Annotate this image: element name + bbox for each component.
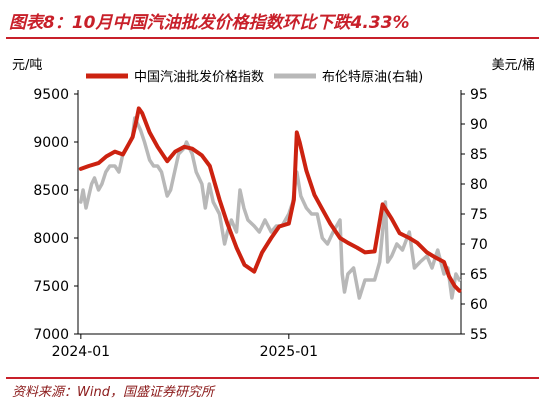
right-tick-label: 85 xyxy=(470,147,488,163)
right-tick-label: 90 xyxy=(470,117,488,133)
right-tick-label: 70 xyxy=(470,237,488,253)
left-tick-label: 8500 xyxy=(33,183,69,199)
title-rule xyxy=(6,37,539,39)
left-axis-unit: 元/吨 xyxy=(12,58,42,73)
source-note: 资料来源：Wind，国盛证券研究所 xyxy=(12,381,214,400)
series-line-china-gasoline xyxy=(78,106,462,293)
left-tick-label: 7000 xyxy=(33,327,69,343)
left-tick-label: 9500 xyxy=(33,87,69,103)
left-tick-label: 9000 xyxy=(33,135,69,151)
right-tick-label: 60 xyxy=(470,297,488,313)
x-tick-label: 2024-01 xyxy=(52,344,111,360)
right-tick-label: 95 xyxy=(470,87,488,103)
right-axis-unit: 美元/桶 xyxy=(492,58,535,73)
series-line-brent xyxy=(79,116,462,300)
legend-label: 布伦特原油(右轴) xyxy=(322,70,423,85)
right-tick-label: 75 xyxy=(470,207,488,223)
source-rule xyxy=(6,377,539,379)
source-text: Wind，国盛证券研究所 xyxy=(77,385,214,400)
figure-title-text: 10月中国汽油批发价格指数环比下跌4.33% xyxy=(71,13,410,33)
figure-title: 图表8：10月中国汽油批发价格指数环比下跌4.33% xyxy=(9,8,409,33)
legend-label: 中国汽油批发价格指数 xyxy=(134,69,264,85)
right-tick-label: 65 xyxy=(470,267,488,283)
left-tick-label: 7500 xyxy=(33,279,69,295)
source-label: 资料来源： xyxy=(12,385,78,400)
left-tick-label: 8000 xyxy=(33,231,69,247)
figure-label: 图表8： xyxy=(9,13,72,33)
x-tick-label: 2025-01 xyxy=(260,344,319,360)
right-tick-label: 55 xyxy=(470,327,488,343)
right-tick-label: 80 xyxy=(470,177,488,193)
